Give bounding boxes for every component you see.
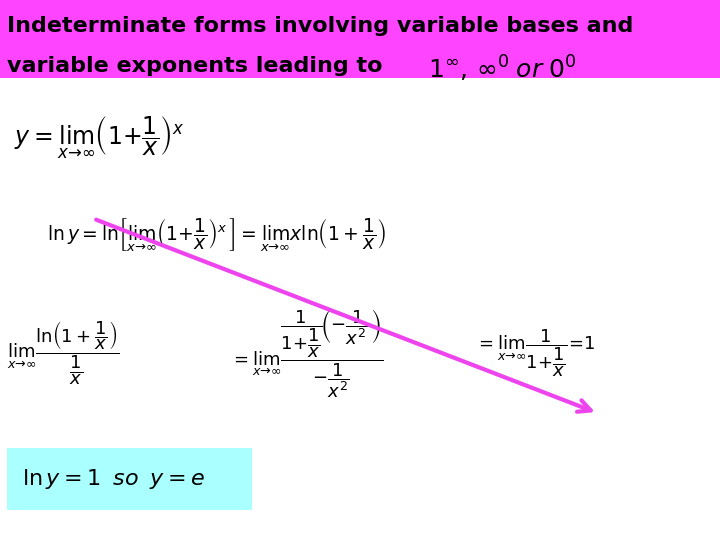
Text: variable exponents leading to: variable exponents leading to <box>7 56 383 76</box>
Bar <box>7 448 252 510</box>
FancyArrowPatch shape <box>96 220 590 411</box>
Text: Indeterminate forms involving variable bases and: Indeterminate forms involving variable b… <box>7 16 634 36</box>
Text: $\ln y = 1\;\; so\;\; y = e$: $\ln y = 1\;\; so\;\; y = e$ <box>22 467 204 491</box>
Text: $= \lim_{x\to\infty}\dfrac{\dfrac{1}{1+\dfrac{1}{x}}\!\left(-\dfrac{1}{x^{2}}\ri: $= \lim_{x\to\infty}\dfrac{\dfrac{1}{1+\… <box>230 308 384 400</box>
Text: $y = \lim_{x\to\infty}\left(1+\dfrac{1}{x}\right)^{x}$: $y = \lim_{x\to\infty}\left(1+\dfrac{1}{… <box>14 114 185 161</box>
Bar <box>0 0 720 78</box>
Text: $\lim_{x\to\infty}\dfrac{\ln\!\left(1+\dfrac{1}{x}\right)}{\dfrac{1}{x}}$: $\lim_{x\to\infty}\dfrac{\ln\!\left(1+\d… <box>7 320 120 387</box>
Text: $1^{\infty},\, \infty^{0}\; or\; 0^{0}$: $1^{\infty},\, \infty^{0}\; or\; 0^{0}$ <box>428 53 577 84</box>
Text: $\ln y = \ln\!\left[\lim_{x\to\infty}\left(1+\dfrac{1}{x}\right)^{x}\right] = \l: $\ln y = \ln\!\left[\lim_{x\to\infty}\le… <box>47 216 386 254</box>
Text: $= \lim_{x\to\infty}\dfrac{1}{1+\dfrac{1}{x}} = 1$: $= \lim_{x\to\infty}\dfrac{1}{1+\dfrac{1… <box>475 328 595 379</box>
